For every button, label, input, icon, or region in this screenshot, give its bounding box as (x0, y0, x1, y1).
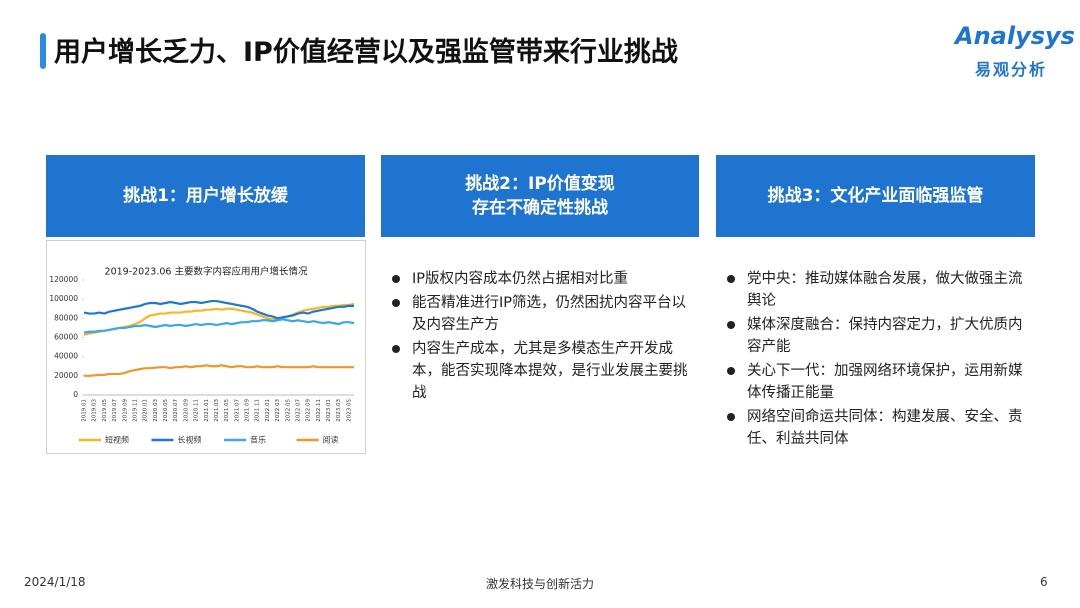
x-tick-label: 2021.07 (234, 399, 240, 422)
x-tick-label: 2022.11 (316, 399, 322, 422)
bullet: 网络空间命运共同体：构建发展、安全、责任、利益共同体 (725, 406, 1035, 450)
x-tick-label: 2021.11 (255, 399, 261, 422)
x-tick-label: 2023.03 (336, 399, 342, 422)
logo-sub: 易观分析 (975, 60, 1048, 79)
series-line (83, 318, 355, 334)
bullet-list: IP版权内容成本仍然占据相对比重 能否精准进行IP筛选，仍然困扰内容平台以及内容生… (390, 268, 690, 406)
y-tick-label: 20000 (54, 371, 78, 380)
x-tick-label: 2020.05 (163, 399, 169, 422)
x-tick-label: 2019.03 (92, 399, 98, 422)
x-tick-label: 2022.05 (285, 399, 291, 422)
y-tick-label: 40000 (54, 352, 78, 361)
y-tick-label: 100000 (49, 294, 78, 303)
x-tick-label: 2020.09 (183, 399, 189, 422)
chart-title: 2019-2023.06 主要数字内容应用用户增长情况 (105, 266, 308, 278)
bullet: 党中央：推动媒体融合发展，做大做强主流舆论 (725, 268, 1035, 312)
heading-line: 挑战2：IP价值变现 (465, 174, 615, 194)
x-tick-label: 2020.07 (173, 399, 179, 422)
x-tick-label: 2021.03 (214, 399, 220, 422)
chart-frame (46, 240, 366, 454)
x-tick-label: 2021.09 (245, 399, 251, 422)
heading-line: 存在不确定性挑战 (472, 198, 608, 218)
x-tick-label: 2022.09 (306, 399, 312, 422)
legend-label: 长视频 (178, 435, 202, 445)
series-line (84, 364, 354, 377)
footer-date: 2024/1/18 (24, 575, 86, 589)
bullet: 内容生产成本，尤其是多模态生产开发成本，能否实现降本提效，是行业发展主要挑战 (390, 338, 690, 404)
x-tick-label: 2019.09 (122, 399, 128, 422)
x-tick-label: 2020.01 (143, 399, 149, 422)
bullet: 能否精准进行IP筛选，仍然困扰内容平台以及内容生产方 (390, 292, 690, 336)
column-heading: 挑战2：IP价值变现 存在不确定性挑战 (381, 155, 699, 237)
x-tick-label: 2022.01 (265, 399, 271, 422)
column-heading: 挑战1：用户增长放缓 (46, 155, 365, 237)
legend-label: 阅读 (323, 435, 339, 445)
chart: 2019-2023.06 主要数字内容应用用户增长情况 0 20000 40000 6… (46, 240, 366, 454)
heading-line: 挑战3：文化产业面临强监管 (767, 186, 984, 206)
page-number: 6 (1040, 575, 1048, 589)
x-tick-label: 2019.05 (102, 399, 108, 422)
x-tick-label: 2021.01 (204, 399, 210, 422)
x-tick-label: 2021.05 (224, 399, 230, 422)
x-tick-label: 2020.03 (153, 399, 159, 422)
title: 用户增长乏力、IP价值经营以及强监管带来行业挑战 (54, 37, 678, 68)
title-accent (40, 33, 46, 69)
heading-line: 挑战1：用户增长放缓 (123, 186, 288, 206)
legend-label: 短视频 (105, 435, 129, 445)
x-tick-label: 2023.05 (346, 399, 352, 422)
bullet: IP版权内容成本仍然占据相对比重 (390, 268, 690, 290)
x-tick-label: 2019.07 (112, 399, 118, 422)
x-tick-label: 2020.11 (194, 399, 200, 422)
x-tick-label: 2022.07 (295, 399, 301, 422)
column-heading: 挑战3：文化产业面临强监管 (716, 155, 1035, 237)
x-tick-label: 2023.01 (326, 399, 332, 422)
y-tick-label: 60000 (54, 333, 78, 342)
y-tick-label: 0 (73, 390, 78, 399)
footer-slogan: 激发科技与创新活力 (485, 577, 594, 591)
series-line (83, 299, 354, 320)
legend-label: 音乐 (250, 435, 266, 445)
x-tick-label: 2022.03 (275, 399, 281, 422)
bullet: 关心下一代：加强网络环境保护，运用新媒体传播正能量 (725, 360, 1035, 404)
logo: Analysys (955, 22, 1075, 50)
x-tick-label: 2019.11 (132, 399, 138, 422)
bullet-list: 党中央：推动媒体融合发展，做大做强主流舆论 媒体深度融合：保持内容定力，扩大优质内… (725, 268, 1035, 452)
y-tick-label: 120000 (49, 275, 78, 284)
x-tick-label: 2019.01 (82, 399, 88, 422)
y-tick-label: 80000 (54, 313, 78, 322)
bullet: 媒体深度融合：保持内容定力，扩大优质内容产能 (725, 314, 1035, 358)
